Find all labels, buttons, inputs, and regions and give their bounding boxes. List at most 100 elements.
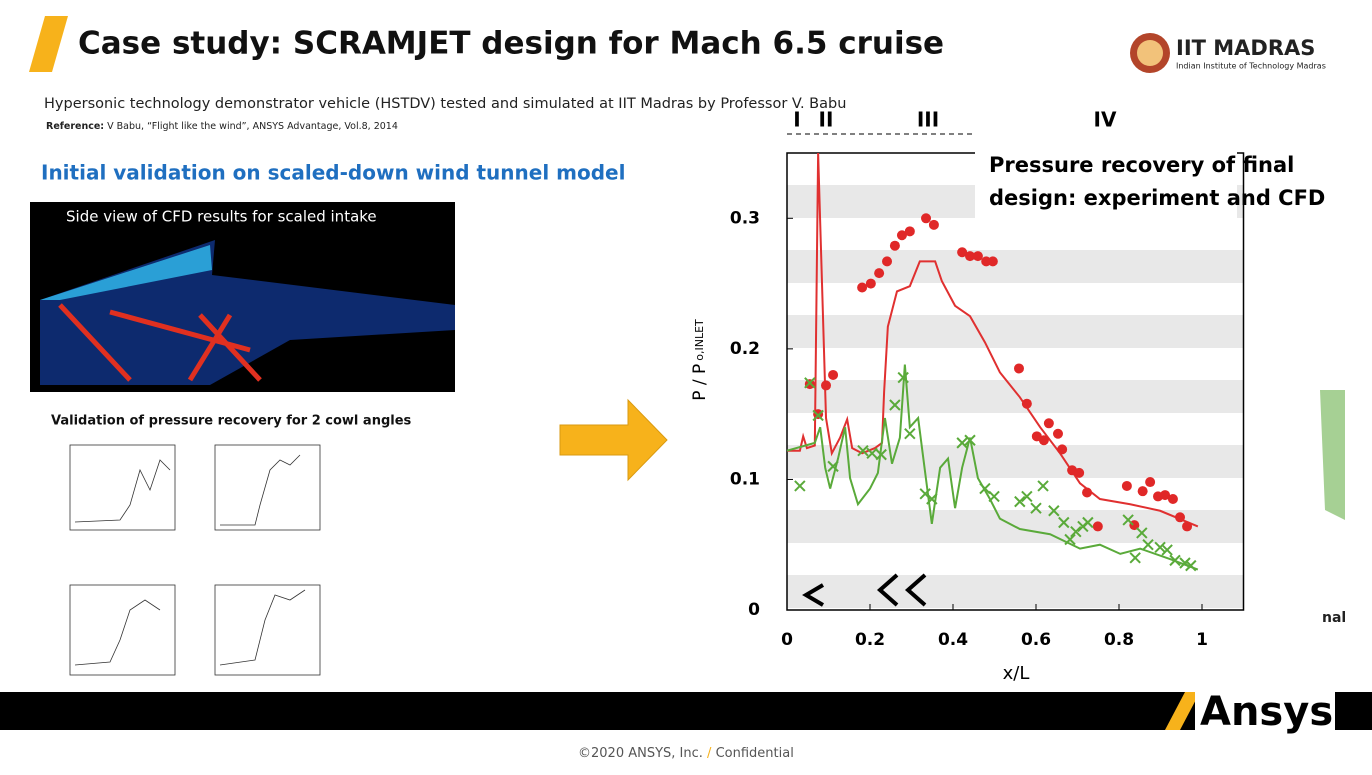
cfd-line (787, 152, 1199, 528)
experiment-cross (897, 371, 909, 384)
section-title: Initial validation on scaled-down wind t… (41, 161, 625, 185)
experiment-point (928, 219, 939, 230)
experiment-cross (1030, 502, 1042, 514)
zone-label: IV (1094, 108, 1117, 132)
logo-subtitle: Indian Institute of Technology Madras (1176, 62, 1326, 71)
experiment-cross (875, 448, 887, 461)
grid-band (787, 575, 1244, 608)
experiment-cross (1169, 554, 1181, 567)
thumb-plot (69, 584, 176, 676)
x-tick-label: 0 (781, 630, 793, 650)
separator: / (707, 746, 712, 761)
cfd-caption: Side view of CFD results for scaled inta… (66, 208, 377, 226)
experiment-cross (1014, 495, 1026, 508)
experiment-point (1013, 363, 1024, 374)
experiment-cross (926, 493, 938, 505)
title: Case study: SCRAMJET design for Mach 6.5… (78, 26, 944, 62)
experiment-cross (979, 482, 991, 495)
x-tick-label: 1 (1196, 630, 1208, 650)
experiment-point (957, 247, 968, 258)
experiment-cross (956, 437, 968, 449)
footer-bar (0, 692, 1372, 730)
y-tick-label: 0.2 (730, 339, 760, 359)
annotation: Pressure recovery of final (989, 153, 1294, 177)
experiment-point (987, 256, 998, 267)
experiment-point (1038, 435, 1049, 446)
experiment-cross (1136, 527, 1148, 539)
experiment-cross (1021, 490, 1033, 503)
experiment-cross (904, 428, 916, 440)
reference-text: V Babu, “Flight like the wind”, ANSYS Ad… (107, 121, 398, 132)
reference: Reference: V Babu, “Flight like the wind… (46, 121, 398, 132)
experiment-point (874, 268, 885, 279)
experiment-cross (1058, 516, 1070, 529)
experiment-cross (1161, 544, 1173, 556)
x-axis-label: x/L (1003, 663, 1030, 684)
experiment-cross (1048, 505, 1060, 517)
experiment-cross (1037, 480, 1049, 492)
experiment-point (865, 278, 876, 289)
brand-mark (1165, 692, 1200, 730)
partial-text: nal (1322, 610, 1346, 626)
experiment-point (882, 256, 893, 267)
experiment-cross (866, 447, 878, 460)
confidential: Confidential (716, 746, 794, 761)
experiment-cross (964, 434, 976, 446)
x-tick-label: 0.6 (1021, 630, 1051, 650)
experiment-cross (1142, 539, 1154, 551)
experiment-point (889, 240, 900, 251)
shock-symbol (802, 573, 927, 607)
experiment-point (904, 226, 915, 237)
experiment-point (1160, 490, 1171, 501)
x-tick-label: 0.4 (938, 630, 968, 650)
experiment-point (1052, 428, 1063, 439)
experiment-point (1145, 477, 1156, 488)
thumb-curve (74, 454, 306, 666)
partial-image (1320, 390, 1345, 520)
thumb-plot (214, 584, 321, 676)
y-tick-label: 0.3 (730, 208, 760, 228)
experiment-cross (827, 460, 839, 473)
y-axis-label-sub: o,INLET (693, 319, 706, 361)
grid-band (787, 380, 1244, 413)
experiment-cross (1070, 525, 1082, 538)
arrow (559, 398, 668, 482)
experiment-point (1043, 418, 1054, 429)
experiment-point (857, 282, 868, 293)
experiment-cross (1082, 516, 1094, 529)
thumb-plot (214, 444, 321, 531)
experiment-cross (889, 399, 901, 411)
experiment-point (1121, 480, 1132, 491)
experiment-cross (1179, 557, 1191, 569)
experiment-cross (1122, 514, 1134, 526)
experiment-point (1082, 487, 1093, 498)
experiment-point (1021, 398, 1032, 409)
y-tick-label: 0 (748, 600, 760, 620)
zone-label: I (793, 108, 800, 132)
experiment-point (972, 251, 983, 262)
brand: Ansys (1200, 689, 1333, 735)
copyright: ©2020 ANSYS, Inc. / Confidential (578, 746, 794, 761)
experiment-point (1175, 512, 1186, 523)
subtitle: Hypersonic technology demonstrator vehic… (44, 96, 846, 112)
copyright-text: ©2020 ANSYS, Inc. (578, 746, 703, 761)
experiment-point (1137, 486, 1148, 497)
x-tick-label: 0.2 (855, 630, 885, 650)
logo-text: IIT MADRAS (1176, 36, 1315, 60)
experiment-point (1057, 444, 1068, 455)
reference-label: Reference: (46, 121, 104, 132)
experiment-cross (1154, 541, 1166, 554)
y-axis-label-main: P / P (690, 364, 710, 401)
grid-band (787, 315, 1244, 348)
experiment-point (965, 251, 976, 262)
experiment-cross (988, 490, 1000, 503)
validation-label: Validation of pressure recovery for 2 co… (51, 414, 412, 429)
experiment-point (1092, 521, 1103, 532)
experiment-point (896, 230, 907, 241)
experiment-cross (1185, 559, 1197, 572)
experiment-point (1182, 521, 1193, 532)
zone-label: II (819, 108, 834, 132)
experiment-point (1074, 467, 1085, 478)
